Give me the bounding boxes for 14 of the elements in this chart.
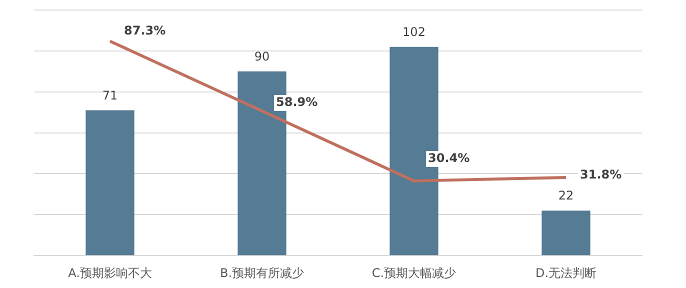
data-label: 90 xyxy=(254,50,270,64)
data-label: 22 xyxy=(558,188,574,203)
data-label: 102 xyxy=(402,24,426,39)
bar xyxy=(86,110,134,256)
data-label: 30.4% xyxy=(428,151,470,166)
data-label: 31.8% xyxy=(580,168,622,182)
x-tick-label: D.无法判断 xyxy=(535,266,597,280)
bar xyxy=(542,210,590,256)
data-label: 58.9% xyxy=(276,95,318,110)
x-tick-label: B.预期有所减少 xyxy=(220,266,304,280)
data-label: 87.3% xyxy=(124,23,166,38)
data-label: 71 xyxy=(102,88,118,102)
x-tick-label: A.预期影响不大 xyxy=(68,266,152,280)
x-tick-label: C.预期大幅减少 xyxy=(372,266,456,280)
